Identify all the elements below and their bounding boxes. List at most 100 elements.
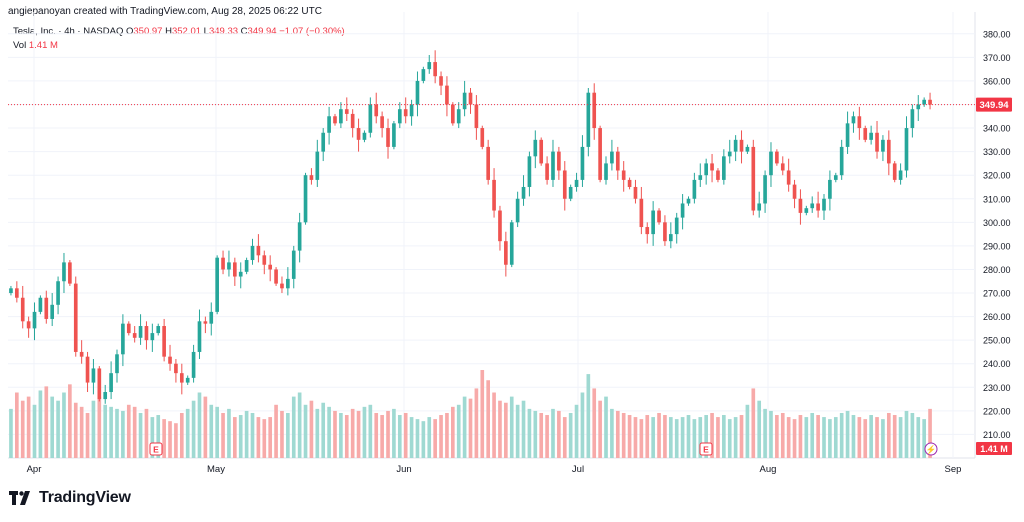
candle-body bbox=[291, 250, 296, 279]
volume-bar bbox=[886, 412, 891, 458]
candle-body bbox=[421, 69, 426, 81]
candle-body bbox=[645, 227, 650, 235]
price-chart[interactable]: 210.00 220.00 230.00 240.00 250.00 260.00 270.… bbox=[0, 0, 1024, 480]
y-tick-label: 240.00 bbox=[983, 359, 1011, 369]
volume-bar bbox=[297, 392, 302, 458]
volume-bar bbox=[627, 415, 632, 458]
volume-bar bbox=[427, 417, 432, 458]
volume-bar bbox=[763, 408, 767, 458]
high-value: 352.01 bbox=[171, 26, 202, 37]
volume-bar bbox=[274, 404, 278, 458]
candle-body bbox=[115, 354, 119, 374]
candle-body bbox=[486, 146, 491, 180]
volume-bar bbox=[486, 380, 491, 458]
volume-bar bbox=[174, 423, 178, 458]
candle-body bbox=[633, 186, 638, 199]
volume-bar bbox=[68, 384, 72, 458]
candle-body bbox=[233, 262, 237, 277]
vol-key[interactable]: Vol bbox=[13, 40, 27, 51]
candle-body bbox=[610, 151, 614, 164]
x-tick-label: Apr bbox=[27, 464, 42, 475]
candle-body bbox=[462, 92, 467, 110]
candle-body bbox=[374, 104, 379, 117]
candle-body bbox=[250, 245, 255, 261]
volume-bar bbox=[368, 404, 373, 458]
candle-body bbox=[733, 139, 738, 152]
candle-body bbox=[415, 80, 420, 105]
volume-bar bbox=[327, 406, 331, 458]
volume-bar bbox=[898, 417, 903, 458]
volume-bar bbox=[533, 410, 538, 458]
candle-body bbox=[474, 104, 479, 129]
volume-bar bbox=[191, 400, 196, 458]
volume-bar bbox=[621, 412, 626, 458]
candle-body bbox=[62, 262, 66, 282]
volume-bar bbox=[79, 406, 84, 458]
volume-bar bbox=[468, 398, 473, 458]
brand-name: TradingView bbox=[39, 489, 131, 506]
symbol-name[interactable]: Tesla, Inc. · 4h · NASDAQ bbox=[13, 26, 124, 37]
volume-bar bbox=[250, 412, 255, 458]
volume-bar bbox=[515, 404, 520, 458]
candle-body bbox=[839, 146, 844, 176]
volume-bar bbox=[144, 408, 149, 458]
candle-body bbox=[769, 151, 773, 176]
candle-body bbox=[598, 128, 602, 180]
y-tick-label: 320.00 bbox=[983, 171, 1011, 181]
x-tick-label: Jul bbox=[572, 464, 584, 475]
candle-body bbox=[833, 175, 838, 180]
volume-bar bbox=[156, 415, 161, 458]
volume-bar bbox=[722, 415, 726, 458]
candle-body bbox=[727, 151, 732, 157]
volume-bar bbox=[562, 417, 567, 458]
candle-body bbox=[816, 203, 820, 211]
candle-body bbox=[38, 297, 43, 312]
x-tick-label: Sep bbox=[945, 464, 962, 475]
candle-body bbox=[651, 210, 655, 235]
y-tick-label: 220.00 bbox=[983, 406, 1011, 416]
y-tick-label: 270.00 bbox=[983, 289, 1011, 299]
y-tick-label: 380.00 bbox=[983, 29, 1011, 39]
candle-body bbox=[356, 128, 361, 140]
candle-body bbox=[828, 179, 832, 199]
candle-body bbox=[344, 109, 349, 114]
price-axis[interactable]: 210.00 220.00 230.00 240.00 250.00 260.00 270.… bbox=[983, 29, 1011, 440]
candle-body bbox=[851, 116, 856, 124]
volume-bar bbox=[521, 400, 526, 458]
x-tick-label: Jun bbox=[396, 464, 411, 475]
time-axis[interactable]: Apr May Jun Jul Aug Sep bbox=[27, 464, 962, 475]
volume-bar bbox=[745, 404, 750, 458]
earnings-marker bbox=[149, 442, 163, 456]
candle-body bbox=[515, 198, 520, 223]
candle-body bbox=[639, 198, 644, 228]
volume-bar bbox=[392, 408, 396, 458]
volume-bar bbox=[309, 400, 314, 458]
volume-bar bbox=[38, 390, 43, 458]
volume-bar bbox=[209, 404, 214, 458]
volume-bar bbox=[568, 412, 573, 458]
volume-bar bbox=[863, 419, 868, 458]
volume-bar bbox=[727, 419, 732, 458]
tradingview-logo[interactable]: TradingView bbox=[9, 489, 131, 507]
candle-body bbox=[686, 198, 691, 204]
event-marker-icon: ⚡ bbox=[926, 445, 937, 456]
candle-body bbox=[792, 184, 797, 199]
candle-body bbox=[592, 92, 597, 129]
volume-bar bbox=[580, 392, 585, 458]
candle-body bbox=[539, 139, 544, 164]
candle-body bbox=[580, 146, 585, 180]
volume-bar bbox=[780, 412, 785, 458]
close-value: 349.94 bbox=[247, 26, 277, 37]
candle-body bbox=[468, 92, 473, 105]
volume-bar bbox=[509, 396, 514, 458]
volume-bar bbox=[704, 415, 708, 458]
candle-body bbox=[309, 175, 314, 180]
volume-bar bbox=[162, 419, 166, 458]
candle-body bbox=[551, 151, 555, 180]
volume-bar bbox=[73, 402, 78, 458]
candle-body bbox=[668, 234, 673, 242]
candle-body bbox=[480, 128, 485, 147]
volume-bar bbox=[833, 417, 838, 458]
candle-body bbox=[692, 179, 697, 199]
volume-legend: Vol 1.41 M bbox=[13, 40, 58, 51]
